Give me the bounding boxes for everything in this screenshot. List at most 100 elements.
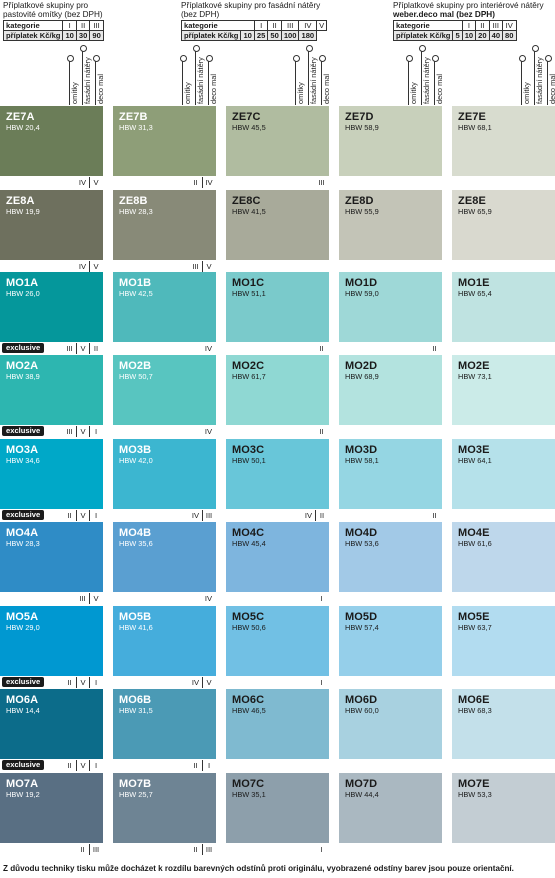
swatch-hbw-value: HBW 57,4 (345, 623, 379, 632)
color-swatch-ze8c: ZE8C HBW 41,5 (226, 190, 329, 260)
category-value: II (193, 178, 198, 187)
color-swatch-mo2e: MO2E HBW 73,1 (452, 355, 555, 425)
swatch-code: ZE7A (6, 111, 35, 123)
price-cell: 100 (280, 30, 300, 41)
price-cell: 180 (298, 30, 318, 41)
swatch-hbw-value: HBW 28,3 (6, 539, 40, 548)
color-swatch-mo5e: MO5E HBW 63,7 (452, 606, 555, 676)
price-cell: 5 (452, 30, 463, 41)
category-value: II (80, 845, 85, 854)
swatch-hbw-value: HBW 35,1 (232, 790, 266, 799)
category-value: IV (202, 177, 215, 188)
swatch-hbw-value: HBW 51,1 (232, 289, 266, 298)
swatch-hbw-value: HBW 25,7 (119, 790, 153, 799)
category-value: III (89, 844, 102, 855)
color-swatch-mo4d: MO4D HBW 53,6 (339, 522, 442, 592)
swatch-category-markers: II V I (63, 760, 102, 771)
price-cell: 90 (89, 30, 104, 41)
swatch-code: MO3B (119, 444, 152, 456)
swatch-hbw-value: HBW 73,1 (458, 372, 492, 381)
category-arrow-marker (293, 55, 300, 105)
swatch-hbw-value: HBW 34,6 (6, 456, 40, 465)
swatch-category-markers: IV (202, 343, 215, 354)
surcharge-table: kategorie I II III příplatek Kč/kg 10 30… (2, 20, 104, 41)
category-value: II (67, 678, 72, 687)
category-arrow-marker (93, 55, 100, 105)
category-value: V (76, 510, 89, 521)
column-label: deco mal (548, 74, 555, 104)
color-swatch-ze7c: ZE7C HBW 45,5 (226, 106, 329, 176)
swatch-category-markers: I (315, 844, 328, 855)
category-value: V (89, 261, 102, 272)
swatch-code: MO7B (119, 778, 152, 790)
swatch-code: MO7E (458, 778, 490, 790)
swatch-category-markers: IV V (189, 677, 215, 688)
swatch-hbw-value: HBW 68,3 (458, 706, 492, 715)
category-value: IV (78, 178, 87, 187)
category-value: I (89, 426, 102, 437)
category-value: III (202, 510, 215, 521)
category-value: III (202, 844, 215, 855)
exclusive-badge: exclusive (2, 343, 45, 353)
category-value: III (318, 178, 325, 187)
color-swatch-ze7d: ZE7D HBW 58,9 (339, 106, 442, 176)
category-cell: III (488, 20, 504, 31)
category-value: I (320, 678, 323, 687)
category-cell: IV (298, 20, 318, 31)
swatch-code: MO4B (119, 527, 152, 539)
swatch-hbw-value: HBW 41,6 (119, 623, 153, 632)
swatch-code: MO5E (458, 611, 490, 623)
color-swatch-mo4a: MO4A HBW 28,3 (0, 522, 103, 592)
swatch-code: MO2B (119, 360, 152, 372)
swatch-hbw-value: HBW 20,4 (6, 123, 40, 132)
swatch-category-markers: IV (202, 593, 215, 604)
color-swatch-mo1a: MO1A HBW 26,0 (0, 272, 103, 342)
color-swatch-mo6a: MO6A HBW 14,4 (0, 689, 103, 759)
surcharge-table: kategorie I II III IV příplatek Kč/kg 5 … (392, 20, 517, 41)
swatch-hbw-value: HBW 63,7 (458, 623, 492, 632)
swatch-hbw-value: HBW 29,0 (6, 623, 40, 632)
category-value: V (76, 343, 89, 354)
category-arrow-marker (419, 45, 426, 105)
category-value: I (89, 760, 102, 771)
row-label: kategorie (2, 20, 64, 31)
category-value: II (67, 511, 72, 520)
swatch-code: MO4D (345, 527, 378, 539)
swatch-category-markers: IV V (76, 177, 102, 188)
swatch-code: MO4A (6, 527, 39, 539)
swatch-code: ZE7B (119, 111, 148, 123)
column-label: omítky (70, 82, 79, 104)
price-cell: 80 (502, 30, 517, 41)
color-swatch-mo7b: MO7B HBW 25,7 (113, 773, 216, 843)
swatch-category-markers: II III (189, 844, 215, 855)
color-swatch-mo3e: MO3E HBW 64,1 (452, 439, 555, 509)
swatch-hbw-value: HBW 58,9 (345, 123, 379, 132)
row-label: příplatek Kč/kg (392, 30, 454, 41)
price-cell: 20 (475, 30, 490, 41)
swatch-category-markers: II (428, 510, 441, 521)
category-value: III (66, 427, 73, 436)
swatch-code: ZE7C (232, 111, 261, 123)
category-value: II (432, 511, 437, 520)
price-cell: 10 (62, 30, 77, 41)
color-swatch-mo3d: MO3D HBW 58,1 (339, 439, 442, 509)
category-value: III (192, 262, 199, 271)
swatch-code: MO5C (232, 611, 265, 623)
color-swatch-mo1e: MO1E HBW 65,4 (452, 272, 555, 342)
swatch-code: MO4E (458, 527, 490, 539)
swatch-code: MO3A (6, 444, 39, 456)
category-cell: I (253, 20, 269, 31)
swatch-code: MO5A (6, 611, 39, 623)
swatch-category-markers: II III (76, 844, 102, 855)
swatch-category-markers: III (315, 177, 328, 188)
swatch-code: MO7C (232, 778, 265, 790)
swatch-hbw-value: HBW 59,0 (345, 289, 379, 298)
color-swatch-mo1d: MO1D HBW 59,0 (339, 272, 442, 342)
swatch-hbw-value: HBW 45,4 (232, 539, 266, 548)
swatch-hbw-value: HBW 45,5 (232, 123, 266, 132)
header-title-line-2: pastovité omítky (bez DPH) (3, 10, 103, 19)
category-cell: I (461, 20, 477, 31)
swatch-hbw-value: HBW 61,7 (232, 372, 266, 381)
swatch-code: MO6C (232, 694, 265, 706)
